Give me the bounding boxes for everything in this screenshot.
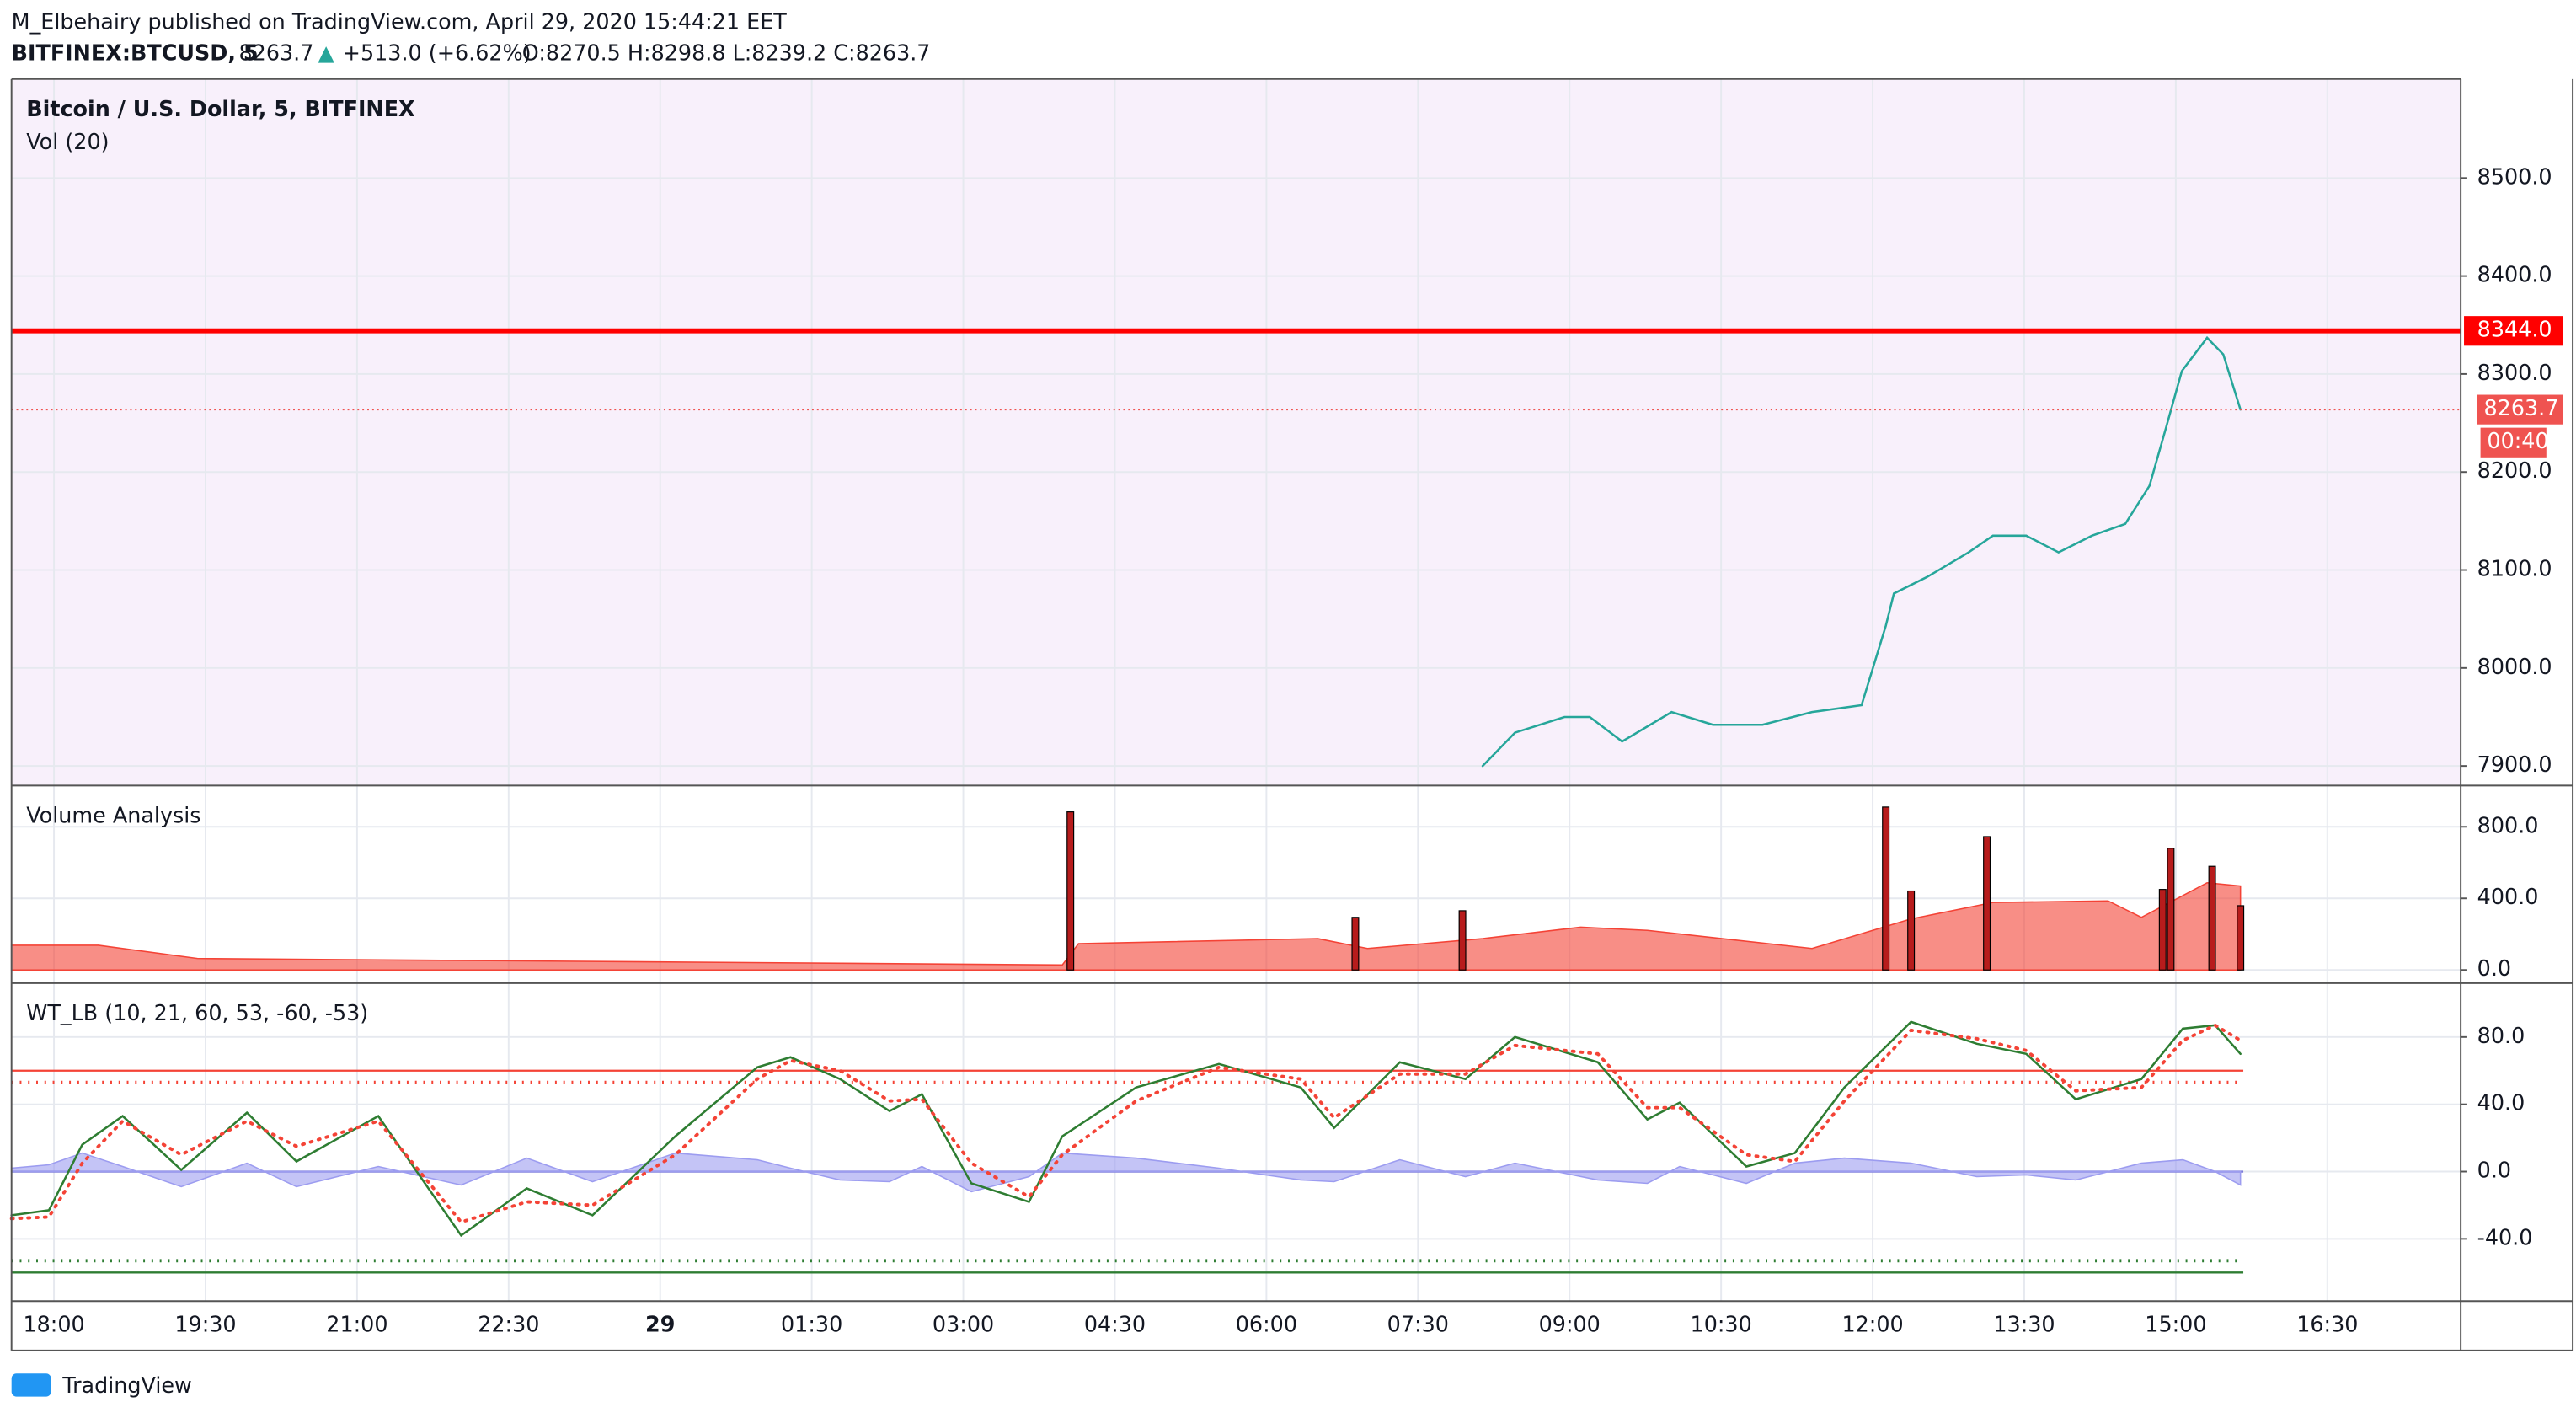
x-tick-label: 01:30 (781, 1312, 842, 1337)
price-badge-label: 8344.0 (2477, 317, 2552, 342)
y-tick-label: 400.0 (2477, 884, 2539, 909)
x-tick-label: 22:30 (478, 1312, 539, 1337)
x-tick-label: 29 (645, 1312, 675, 1337)
x-tick-label: 07:30 (1387, 1312, 1449, 1337)
volume-bar (2208, 865, 2216, 971)
pane-title: Bitcoin / U.S. Dollar, 5, BITFINEX (26, 96, 415, 121)
y-tick-label: 8000.0 (2477, 654, 2552, 679)
x-tick-label: 06:00 (1236, 1312, 1297, 1337)
price: 8263.7 (239, 40, 314, 66)
y-tick-label: 800.0 (2477, 812, 2539, 837)
y-tick-label: 8400.0 (2477, 262, 2552, 287)
signal-line (9, 1023, 2242, 1224)
x-tick-label: 09:00 (1539, 1312, 1601, 1337)
countdown-badge (2480, 427, 2547, 458)
y-tick-label: 8300.0 (2477, 360, 2552, 385)
last-badge-label: 8263.7 (2484, 395, 2559, 420)
x-tick-label: 19:30 (174, 1312, 236, 1337)
volume-bar (1351, 917, 1360, 971)
arrow: ▲ (318, 40, 334, 66)
y-tick-label: 0.0 (2477, 955, 2511, 981)
volume-bar (2158, 889, 2167, 971)
pane-title: Volume Analysis (26, 803, 200, 828)
pane-title: WT_LB (10, 21, 60, 53, -60, -53) (26, 1000, 368, 1025)
y-tick-label: 7900.0 (2477, 752, 2552, 777)
volume-bar (2237, 905, 2245, 971)
x-tick-label: 12:00 (1841, 1312, 1903, 1337)
x-tick-label: 15:00 (2145, 1312, 2206, 1337)
volume-bar (2167, 848, 2175, 971)
area (10, 1152, 2242, 1193)
x-tick-label: 13:30 (1993, 1312, 2055, 1337)
x-tick-label: 03:00 (933, 1312, 994, 1337)
pane-subtitle: Vol (20) (26, 129, 109, 154)
x-tick-label: 21:00 (326, 1312, 387, 1337)
x-tick-label: 04:30 (1084, 1312, 1146, 1337)
volume-bar (1066, 811, 1075, 971)
line (1481, 335, 2242, 768)
volume-bar (1882, 806, 1890, 971)
x-tick-label: 10:30 (1691, 1312, 1752, 1337)
area (10, 881, 2242, 971)
change: +513.0 (+6.62%) (343, 40, 532, 66)
y-tick-label: 80.0 (2477, 1023, 2525, 1048)
ohlc: O:8270.5 H:8298.8 L:8239.2 C:8263.7 (522, 40, 931, 66)
last-badge (2477, 394, 2563, 425)
volume-bar (1983, 836, 1991, 971)
y-tick-label: 8100.0 (2477, 556, 2552, 581)
logo: TradingView (61, 1373, 192, 1398)
y-tick-label: 8200.0 (2477, 458, 2552, 483)
countdown-label: 00:40 (2487, 428, 2548, 453)
volume-bar (1458, 910, 1467, 971)
symbol: BITFINEX:BTCUSD, 5 (12, 40, 259, 66)
y-tick-label: 40.0 (2477, 1090, 2525, 1116)
publish-line: M_Elbehairy published on TradingView.com… (12, 8, 788, 34)
volume-bar (1907, 890, 1916, 971)
x-tick-label: 18:00 (23, 1312, 84, 1337)
pane-bg (11, 78, 2461, 786)
price-badge (2464, 316, 2563, 346)
x-tick-label: 16:30 (2296, 1312, 2358, 1337)
y-tick-label: -40.0 (2477, 1224, 2533, 1249)
y-tick-label: 8500.0 (2477, 163, 2552, 189)
pane-bg (11, 982, 2461, 1302)
y-tick-label: 0.0 (2477, 1158, 2511, 1183)
logo-icon (11, 1373, 51, 1397)
